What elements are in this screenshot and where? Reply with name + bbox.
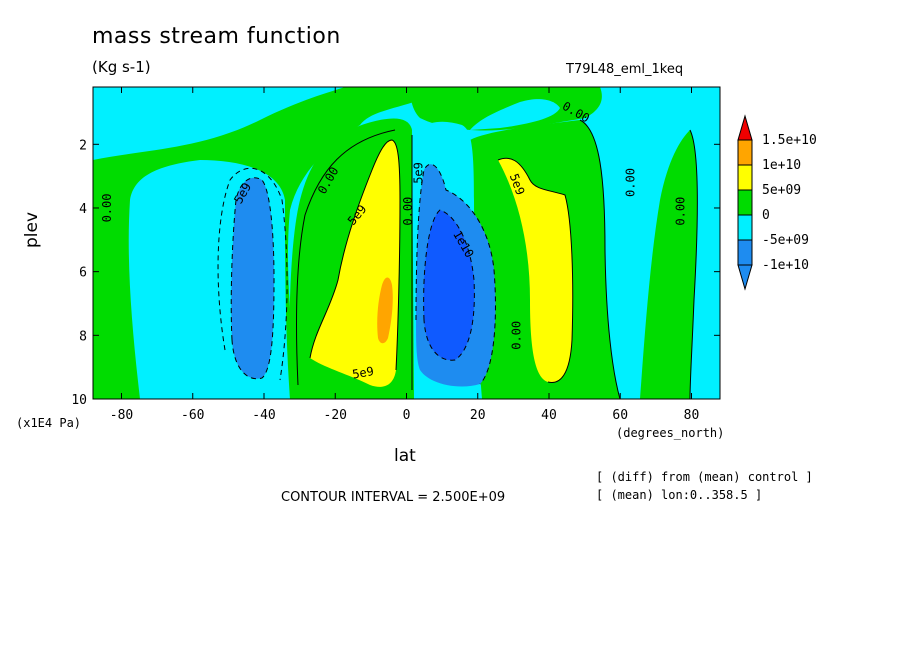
y-tick-label: 6 (79, 266, 87, 281)
y-axis-units: (x1E4 Pa) (16, 416, 82, 430)
contour-label: 0.00 (100, 194, 114, 223)
contour-line-left-inner (230, 177, 275, 380)
contour-label: 0.00 (624, 168, 638, 197)
colorbar-segment (737, 164, 753, 191)
contour-label: 0.00 (510, 321, 524, 350)
colorbar: 1.5e+10 1e+10 5e+09 0 -5e+09 -1e+10 (737, 114, 817, 291)
contour-label: 0.00 (673, 197, 687, 226)
colorbar-segment (737, 189, 753, 216)
colorbar-label: -1e+10 (762, 258, 809, 273)
chart-units: (Kg s-1) (92, 58, 151, 76)
run-id: T79L48_eml_1keq (566, 62, 684, 77)
y-tick-label: 8 (79, 329, 87, 344)
contour-line-right-pos (497, 157, 574, 383)
x-tick-label: -40 (252, 408, 275, 423)
y-tick-label: 2 (79, 138, 87, 153)
colorbar-bottom-arrow (737, 264, 753, 291)
x-tick-label: -20 (324, 408, 347, 423)
x-tick-label: 80 (684, 408, 700, 423)
contour-line-left-pos (309, 139, 401, 371)
chart-title: mass stream function (92, 24, 341, 49)
colorbar-top-arrow (737, 114, 753, 141)
colorbar-label: -5e+09 (762, 233, 809, 248)
contour-interval: CONTOUR INTERVAL = 2.500E+09 (281, 490, 506, 505)
note-mean: [ (mean) lon:0..358.5 ] (596, 488, 763, 502)
x-tick-label: -60 (181, 408, 204, 423)
contour-line-left-outer (217, 167, 288, 381)
colorbar-segment (737, 139, 753, 166)
contour-line-center-core (423, 209, 475, 361)
contour-label: 0.00 (401, 197, 415, 226)
contour-label: 5e9 (507, 172, 528, 197)
fill-pos10-core (377, 277, 393, 344)
contour-label: 5e9 (412, 162, 426, 184)
colorbar-label: 0 (762, 208, 770, 223)
contour-label: 5e9 (351, 364, 375, 382)
contour-line-far-right-zero (689, 129, 698, 399)
contour-line-right-zero (579, 119, 621, 399)
x-axis-units: (degrees_north) (616, 426, 725, 440)
contour-fills (93, 87, 720, 399)
y-tick-label: 10 (71, 393, 87, 408)
x-axis: -80 -60 -40 -20 0 20 40 60 80 (110, 87, 700, 423)
fill-neg5-top-patch (470, 99, 560, 130)
x-tick-label: 0 (403, 408, 411, 423)
fill-zero-far-right (640, 130, 698, 399)
x-axis-label: lat (394, 446, 416, 466)
x-tick-label: -80 (110, 408, 133, 423)
contour-lines (217, 119, 698, 399)
colorbar-label: 5e+09 (762, 183, 801, 198)
y-tick-label: 4 (79, 202, 87, 217)
fill-pos5-right-cell (498, 158, 573, 383)
colorbar-segment (737, 214, 753, 241)
fill-neg10-left-cell (231, 177, 274, 379)
fill-deep-core (423, 210, 475, 361)
contour-line-center-neg (415, 163, 496, 385)
contour-line-left-zero (295, 129, 396, 386)
x-tick-label: 20 (470, 408, 486, 423)
x-tick-label: 40 (541, 408, 557, 423)
note-diff: [ (diff) from (mean) control ] (596, 470, 813, 484)
colorbar-label: 1e+10 (762, 158, 801, 173)
y-axis: 2 4 6 8 10 (71, 138, 720, 408)
colorbar-label: 1.5e+10 (762, 133, 817, 148)
x-tick-label: 60 (612, 408, 628, 423)
colorbar-segment (737, 239, 753, 266)
